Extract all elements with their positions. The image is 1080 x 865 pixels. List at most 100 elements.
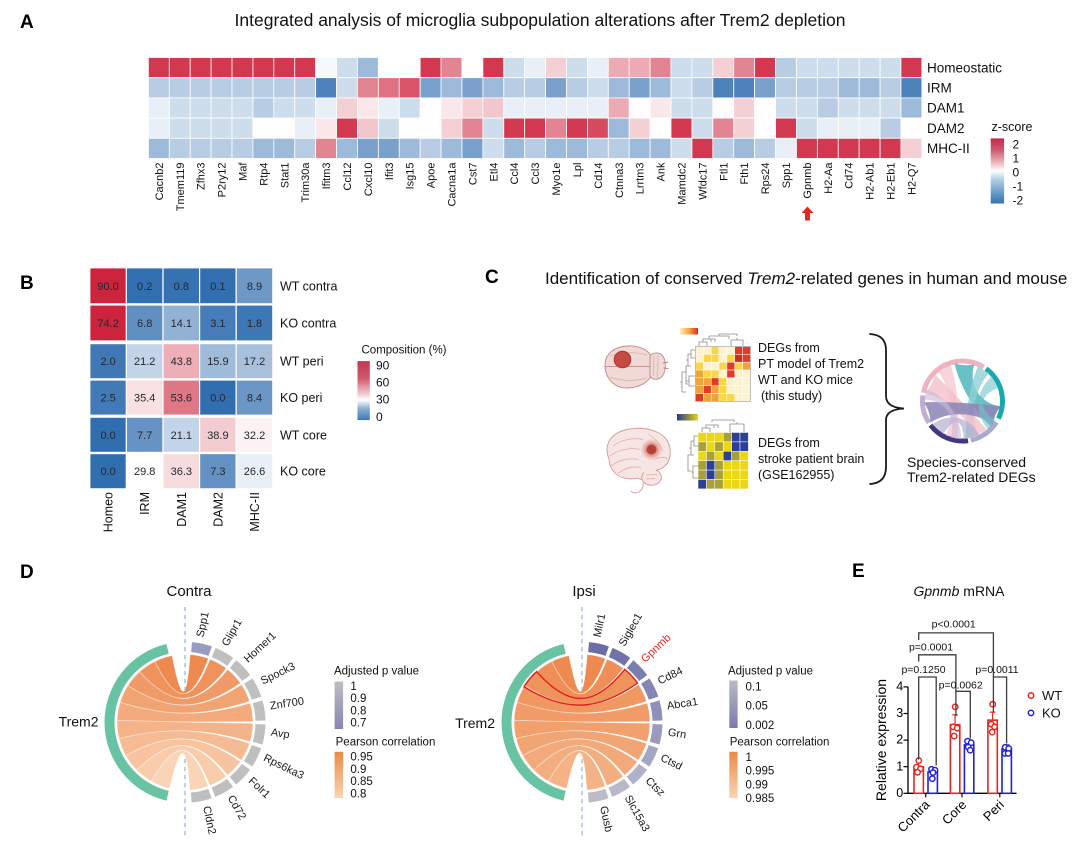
svg-text:Mamdc2: Mamdc2 <box>676 163 688 205</box>
svg-text:Relative expression: Relative expression <box>873 679 889 801</box>
svg-text:17.2: 17.2 <box>244 356 265 368</box>
svg-text:Znf700: Znf700 <box>269 695 305 712</box>
svg-text:Ctnna3: Ctnna3 <box>614 163 626 198</box>
svg-text:90: 90 <box>376 359 390 373</box>
svg-text:0.9: 0.9 <box>350 693 366 705</box>
svg-text:30: 30 <box>376 393 390 407</box>
svg-text:Grn: Grn <box>667 727 687 742</box>
svg-text:p<0.0001: p<0.0001 <box>932 619 976 631</box>
svg-text:-2: -2 <box>1013 194 1024 208</box>
svg-text:0.995: 0.995 <box>746 766 775 778</box>
svg-text:Lrrtm3: Lrrtm3 <box>635 163 647 195</box>
svg-text:0.7: 0.7 <box>350 718 366 730</box>
svg-text:3: 3 <box>896 706 903 720</box>
svg-text:MHC-II: MHC-II <box>927 141 970 156</box>
svg-text:Maf: Maf <box>237 162 249 181</box>
svg-text:Adjusted p value: Adjusted p value <box>334 666 419 678</box>
svg-text:1: 1 <box>746 752 752 764</box>
svg-text:Cacnb2: Cacnb2 <box>154 163 166 201</box>
svg-text:Cst7: Cst7 <box>467 163 479 186</box>
svg-text:H2-Eb1: H2-Eb1 <box>886 163 898 200</box>
svg-text:0.2: 0.2 <box>137 281 152 293</box>
svg-text:Ftl1: Ftl1 <box>718 163 730 181</box>
svg-text:DEGs from: DEGs from <box>758 436 820 450</box>
svg-text:Gpnmb: Gpnmb <box>802 163 814 199</box>
svg-text:0.99: 0.99 <box>746 779 768 791</box>
svg-text:0.9: 0.9 <box>350 764 366 776</box>
svg-text:Abca1: Abca1 <box>666 696 699 713</box>
svg-text:53.6: 53.6 <box>171 393 192 405</box>
svg-text:Rtp4: Rtp4 <box>258 163 270 186</box>
svg-text:32.2: 32.2 <box>244 430 265 442</box>
svg-text:Lpl: Lpl <box>572 163 584 178</box>
svg-text:15.9: 15.9 <box>207 356 228 368</box>
svg-text:Adjusted p value: Adjusted p value <box>728 666 813 678</box>
svg-text:8.4: 8.4 <box>247 393 262 405</box>
svg-text:H2-Ab1: H2-Ab1 <box>865 163 877 200</box>
svg-text:Ccl4: Ccl4 <box>509 163 521 185</box>
svg-text:(this study): (this study) <box>761 389 822 403</box>
svg-text:Identification of conserved Tr: Identification of conserved Trem2-relate… <box>545 269 1067 288</box>
svg-text:A: A <box>20 12 34 33</box>
svg-text:2: 2 <box>1013 138 1020 152</box>
svg-text:Spp1: Spp1 <box>781 163 793 189</box>
svg-text:2: 2 <box>896 733 903 747</box>
svg-text:0.85: 0.85 <box>350 776 372 788</box>
svg-text:Composition (%): Composition (%) <box>362 345 447 357</box>
svg-text:WT core: WT core <box>280 428 327 442</box>
svg-text:WT peri: WT peri <box>280 355 324 369</box>
svg-text:Integrated analysis of microgl: Integrated analysis of microglia subpopu… <box>235 10 846 30</box>
svg-text:Avp: Avp <box>270 727 290 742</box>
svg-text:38.9: 38.9 <box>207 430 228 442</box>
svg-text:H2-Q7: H2-Q7 <box>906 163 918 195</box>
svg-text:Trem2: Trem2 <box>59 714 99 730</box>
svg-text:7.3: 7.3 <box>210 466 225 478</box>
svg-text:0.1: 0.1 <box>746 682 762 694</box>
svg-text:1: 1 <box>350 681 356 693</box>
svg-text:Homeo: Homeo <box>102 492 116 532</box>
svg-text:KO core: KO core <box>280 465 326 479</box>
svg-text:0.1: 0.1 <box>210 281 225 293</box>
svg-text:WT and KO mice: WT and KO mice <box>758 373 853 387</box>
svg-text:E: E <box>852 561 865 582</box>
svg-text:Pearson correlation: Pearson correlation <box>730 737 830 749</box>
svg-text:Rps24: Rps24 <box>760 163 772 195</box>
svg-text:2.0: 2.0 <box>100 356 115 368</box>
svg-text:Species-conserved: Species-conserved <box>907 454 1026 470</box>
svg-text:1: 1 <box>896 759 903 773</box>
svg-text:C: C <box>485 267 499 288</box>
svg-text:74.2: 74.2 <box>97 318 118 330</box>
svg-text:0.0: 0.0 <box>210 393 225 405</box>
svg-text:Gpnmb mRNA: Gpnmb mRNA <box>913 583 1005 599</box>
svg-text:0.985: 0.985 <box>746 793 775 805</box>
svg-text:Cxcl10: Cxcl10 <box>363 163 375 197</box>
svg-text:3.1: 3.1 <box>210 318 225 330</box>
svg-text:Cldn2: Cldn2 <box>200 805 218 836</box>
svg-text:36.3: 36.3 <box>171 466 192 478</box>
svg-text:-1: -1 <box>1013 180 1024 194</box>
svg-text:stroke patient brain: stroke patient brain <box>758 452 864 466</box>
svg-text:WT contra: WT contra <box>280 279 337 293</box>
svg-text:Pearson correlation: Pearson correlation <box>336 737 436 749</box>
svg-text:21.1: 21.1 <box>171 430 192 442</box>
svg-text:0.95: 0.95 <box>350 752 372 764</box>
svg-text:14.1: 14.1 <box>171 318 192 330</box>
svg-text:DAM1: DAM1 <box>175 492 189 527</box>
svg-text:Myo1e: Myo1e <box>551 163 563 196</box>
svg-text:Fth1: Fth1 <box>739 163 751 185</box>
svg-text:Etl4: Etl4 <box>488 163 500 182</box>
svg-text:H2-Aa: H2-Aa <box>823 162 835 194</box>
svg-text:DAM1: DAM1 <box>927 101 965 116</box>
svg-text:Apoe: Apoe <box>426 163 438 189</box>
svg-text:D: D <box>20 562 34 583</box>
svg-text:DAM2: DAM2 <box>927 121 965 136</box>
svg-text:Ccl3: Ccl3 <box>530 163 542 185</box>
svg-text:0.0: 0.0 <box>100 466 115 478</box>
svg-text:1: 1 <box>1013 152 1020 166</box>
svg-text:P2ry12: P2ry12 <box>217 163 229 198</box>
svg-text:MHC-II: MHC-II <box>248 492 262 532</box>
svg-text:0.002: 0.002 <box>746 720 775 732</box>
svg-text:PT model of Trem2: PT model of Trem2 <box>758 357 864 371</box>
svg-text:Ifitm3: Ifitm3 <box>321 163 333 190</box>
svg-text:(GSE162955): (GSE162955) <box>758 468 834 482</box>
